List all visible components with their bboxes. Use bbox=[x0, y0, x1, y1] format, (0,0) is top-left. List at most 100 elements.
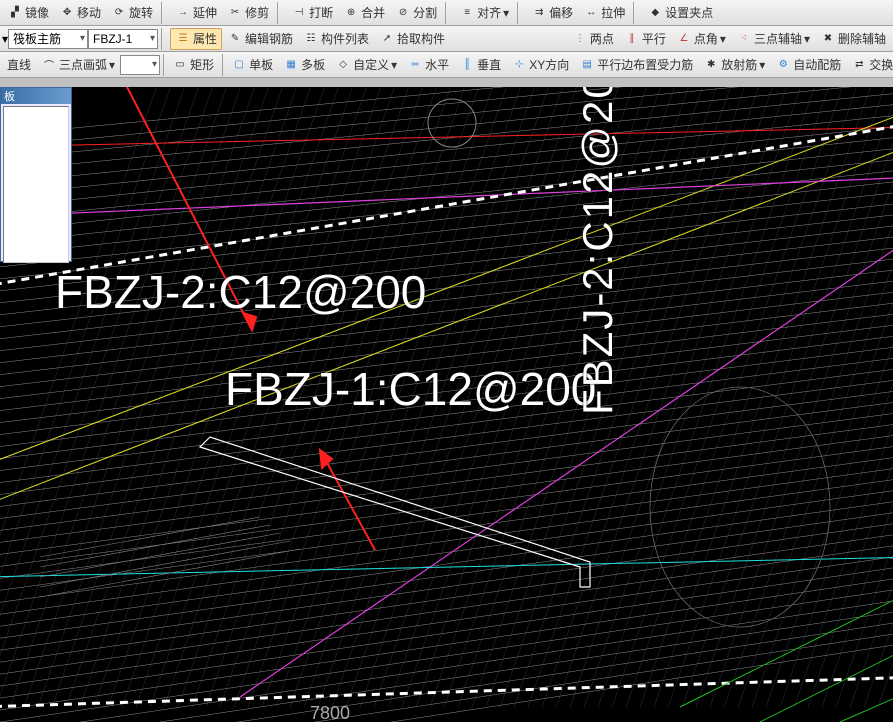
btn-pointangle[interactable]: ∠点角▾ bbox=[671, 28, 731, 50]
btn-pickcomponent[interactable]: ➚拾取构件 bbox=[374, 28, 450, 50]
lbl: 点角 bbox=[694, 30, 718, 47]
btn-vertical[interactable]: ║垂直 bbox=[454, 54, 506, 76]
btn-editrebar[interactable]: ✎编辑钢筋 bbox=[222, 28, 298, 50]
lbl: 合并 bbox=[361, 4, 385, 21]
lbl: 编辑钢筋 bbox=[245, 30, 293, 47]
lbl: 移动 bbox=[77, 4, 101, 21]
btn-edgeforcebar[interactable]: ▤平行边布置受力筋 bbox=[574, 54, 698, 76]
btn-attr[interactable]: ☰属性 bbox=[170, 28, 222, 50]
line-red bbox=[0, 127, 893, 147]
beam-outline bbox=[200, 437, 590, 587]
btn-setgrip[interactable]: ◆设置夹点 bbox=[642, 2, 718, 24]
separator bbox=[163, 54, 164, 76]
btn-twopoint[interactable]: ⋮两点 bbox=[567, 28, 619, 50]
panel-title[interactable]: 板 bbox=[1, 88, 71, 104]
dd-val: 筏板主筋 bbox=[13, 30, 61, 47]
lbl: 修剪 bbox=[245, 4, 269, 21]
rect-icon: ▭ bbox=[172, 57, 188, 73]
multi-icon: ▦ bbox=[283, 57, 299, 73]
separator bbox=[161, 28, 167, 50]
lbl: 延伸 bbox=[193, 4, 217, 21]
lbl: 设置夹点 bbox=[665, 4, 713, 21]
btn-componentlist[interactable]: ☷构件列表 bbox=[298, 28, 374, 50]
lbl: 拉伸 bbox=[601, 4, 625, 21]
btn-parallel[interactable]: ∥平行 bbox=[619, 28, 671, 50]
swap-icon: ⇄ bbox=[851, 57, 867, 73]
btn-line[interactable]: 直线 bbox=[2, 54, 36, 76]
twopoint-icon: ⋮ bbox=[572, 31, 588, 47]
lbl: 平行 bbox=[642, 30, 666, 47]
dd-empty[interactable] bbox=[120, 55, 160, 75]
viewport-3d[interactable]: 7800 板 FBZJ-2:C12@200 FBZJ-1:C12@200 FBZ… bbox=[0, 87, 893, 722]
arc-icon: ⌒ bbox=[41, 57, 57, 73]
btn-stretch[interactable]: ↔拉伸 bbox=[578, 2, 630, 24]
btn-multiboard[interactable]: ▦多板 bbox=[278, 54, 330, 76]
merge-icon: ⊕ bbox=[343, 5, 359, 21]
auto-icon: ⚙ bbox=[775, 57, 791, 73]
btn-move[interactable]: ✥移动 bbox=[54, 2, 106, 24]
btn-merge[interactable]: ⊕合并 bbox=[338, 2, 390, 24]
attr-icon: ☰ bbox=[175, 31, 191, 47]
btn-align[interactable]: ≡对齐▾ bbox=[454, 2, 514, 24]
mirror-icon: ▞ bbox=[7, 5, 23, 21]
move-icon: ✥ bbox=[59, 5, 75, 21]
extend-icon: → bbox=[175, 5, 191, 21]
btn-autorebar[interactable]: ⚙自动配筋 bbox=[770, 54, 846, 76]
dd-rebartype[interactable]: 筏板主筋 bbox=[8, 29, 88, 49]
lbl: 打断 bbox=[309, 4, 333, 21]
single-icon: ▢ bbox=[231, 57, 247, 73]
lbl: 平行边布置受力筋 bbox=[597, 56, 693, 73]
btn-threeptaux[interactable]: ⁖三点辅轴▾ bbox=[731, 28, 815, 50]
lbl: 镜像 bbox=[25, 4, 49, 21]
btn-mirror[interactable]: ▞镜像 bbox=[2, 2, 54, 24]
separator bbox=[161, 2, 167, 24]
btn-offset[interactable]: ⇉偏移 bbox=[526, 2, 578, 24]
lbl: 旋转 bbox=[129, 4, 153, 21]
btn-extend[interactable]: →延伸 bbox=[170, 2, 222, 24]
panel-body bbox=[3, 106, 69, 263]
list-icon: ☷ bbox=[303, 31, 319, 47]
horiz-icon: ═ bbox=[407, 57, 423, 73]
grip-icon: ◆ bbox=[647, 5, 663, 21]
btn-singleboard[interactable]: ▢单板 bbox=[226, 54, 278, 76]
threeaux-icon: ⁖ bbox=[736, 31, 752, 47]
btn-delaux[interactable]: ✖删除辅轴 bbox=[815, 28, 891, 50]
btn-break[interactable]: ⊣打断 bbox=[286, 2, 338, 24]
angle-icon: ∠ bbox=[676, 31, 692, 47]
separator bbox=[222, 54, 223, 76]
lbl: 属性 bbox=[193, 30, 217, 47]
btn-rect[interactable]: ▭矩形 bbox=[167, 54, 219, 76]
toolbar-draw: 直线 ⌒三点画弧▾ ▭矩形 ▢单板 ▦多板 ◇自定义▾ ═水平 ║垂直 ⊹XY方… bbox=[0, 52, 893, 78]
break-icon: ⊣ bbox=[291, 5, 307, 21]
lbl: 对齐 bbox=[477, 4, 501, 21]
btn-rotate[interactable]: ⟳旋转 bbox=[106, 2, 158, 24]
lbl: 拾取构件 bbox=[397, 30, 445, 47]
btn-horizontal[interactable]: ═水平 bbox=[402, 54, 454, 76]
lbl: 交换左 bbox=[869, 56, 893, 73]
btn-threeptarc[interactable]: ⌒三点画弧▾ bbox=[36, 54, 120, 76]
btn-xydir[interactable]: ⊹XY方向 bbox=[506, 54, 574, 76]
split-icon: ⊘ bbox=[395, 5, 411, 21]
lbl: XY方向 bbox=[529, 56, 569, 73]
lbl: 三点画弧 bbox=[59, 56, 107, 73]
grid-bubble-2 bbox=[650, 387, 830, 627]
edit-icon: ✎ bbox=[227, 31, 243, 47]
btn-trim[interactable]: ✂修剪 bbox=[222, 2, 274, 24]
btn-swapleft[interactable]: ⇄交换左 bbox=[846, 54, 893, 76]
btn-radialbar[interactable]: ✱放射筋▾ bbox=[698, 54, 770, 76]
panel-board[interactable]: 板 bbox=[0, 87, 72, 262]
lbl: 删除辅轴 bbox=[838, 30, 886, 47]
xy-icon: ⊹ bbox=[511, 57, 527, 73]
lbl: 偏移 bbox=[549, 4, 573, 21]
btn-split[interactable]: ⊘分割 bbox=[390, 2, 442, 24]
edge-icon: ▤ bbox=[579, 57, 595, 73]
lbl: 直线 bbox=[7, 56, 31, 73]
btn-custom[interactable]: ◇自定义▾ bbox=[330, 54, 402, 76]
toolbar-component: ▾ 筏板主筋 FBZJ-1 ☰属性 ✎编辑钢筋 ☷构件列表 ➚拾取构件 ⋮两点 … bbox=[0, 26, 893, 52]
radial-icon: ✱ bbox=[703, 57, 719, 73]
separator bbox=[277, 2, 283, 24]
lbl: 两点 bbox=[590, 30, 614, 47]
custom-icon: ◇ bbox=[335, 57, 351, 73]
dd-component[interactable]: FBZJ-1 bbox=[88, 29, 158, 49]
lbl: 分割 bbox=[413, 4, 437, 21]
